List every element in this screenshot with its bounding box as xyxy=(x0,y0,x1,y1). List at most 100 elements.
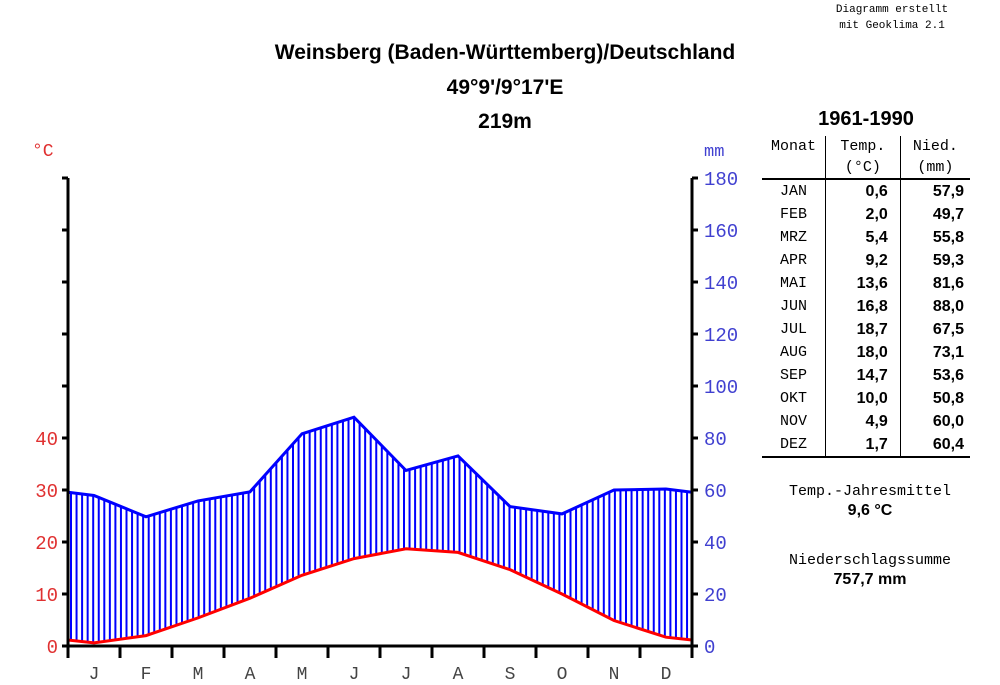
table-row: SEP 14,7 53,6 xyxy=(762,364,970,387)
header-temp-unit: (°C) xyxy=(824,158,901,180)
right-tick-label: 140 xyxy=(704,273,738,295)
annual-precip-label: Niederschlagssumme xyxy=(788,552,952,569)
month-cell: MRZ xyxy=(779,229,807,246)
precip-cell: 81,6 xyxy=(899,272,970,295)
left-tick-label: 0 xyxy=(47,637,58,659)
table-row: OKT 10,0 50,8 xyxy=(762,387,970,410)
climate-table: Monat Temp. Nied. (°C) (mm) JAN 0,6 57,9 FE… xyxy=(762,136,970,458)
precip-cell: 49,7 xyxy=(899,203,970,226)
table-row: JUN 16,8 88,0 xyxy=(762,295,970,318)
precip-cell: 67,5 xyxy=(899,318,970,341)
left-tick-label: 20 xyxy=(35,533,58,555)
table-row: AUG 18,0 73,1 xyxy=(762,341,970,364)
precip-cell: 60,4 xyxy=(899,433,970,458)
temp-cell: 9,2 xyxy=(824,249,901,272)
temp-cell: 14,7 xyxy=(824,364,901,387)
month-label: A xyxy=(453,665,464,685)
month-label: O xyxy=(557,665,568,685)
humid-hatching xyxy=(70,417,689,643)
right-tick-label: 0 xyxy=(704,637,715,659)
left-tick-label: 40 xyxy=(35,429,58,451)
month-cell: NOV xyxy=(779,413,807,430)
month-label: M xyxy=(297,665,308,685)
temp-cell: 4,9 xyxy=(824,410,901,433)
right-tick-label: 40 xyxy=(704,533,727,555)
temp-cell: 18,7 xyxy=(824,318,901,341)
temp-cell: 0,6 xyxy=(824,179,901,203)
annual-temp-summary: Temp.-Jahresmittel 9,6 °C xyxy=(755,483,985,520)
precipitation-line xyxy=(67,415,693,519)
table-row: DEZ 1,7 60,4 xyxy=(762,433,970,458)
header-precip: Nied. xyxy=(899,136,970,158)
month-label: F xyxy=(141,665,152,685)
right-axis-unit: mm xyxy=(704,143,724,162)
precip-cell: 53,6 xyxy=(899,364,970,387)
table-row: MRZ 5,4 55,8 xyxy=(762,226,970,249)
month-cell: FEB xyxy=(779,206,807,223)
table-row: NOV 4,9 60,0 xyxy=(762,410,970,433)
annual-precip-summary: Niederschlagssumme 757,7 mm xyxy=(755,552,985,589)
annual-precip-value: 757,7 mm xyxy=(833,571,907,588)
header-temp: Temp. xyxy=(824,136,901,158)
temperature-line xyxy=(67,547,693,645)
right-tick-label: 20 xyxy=(704,585,727,607)
temp-cell: 16,8 xyxy=(824,295,901,318)
table-row: JAN 0,6 57,9 xyxy=(762,179,970,203)
table-row: FEB 2,0 49,7 xyxy=(762,203,970,226)
month-label: A xyxy=(245,665,256,685)
temp-cell: 1,7 xyxy=(824,433,901,458)
left-axis-ticks: 0 10 20 30 40 xyxy=(35,176,68,659)
right-tick-label: 80 xyxy=(704,429,727,451)
station-elevation: 219m xyxy=(478,110,532,133)
month-cell: AUG xyxy=(779,344,807,361)
left-tick-label: 30 xyxy=(35,481,58,503)
right-axis-ticks: 0 20 40 60 80 100 120 140 160 180 xyxy=(692,169,738,659)
annual-temp-value: 9,6 °C xyxy=(847,502,893,519)
climate-diagram: °C mm 0 10 20 30 40 0 20 40 60 80 100 120 140 160 180… xyxy=(32,142,738,685)
month-label: N xyxy=(609,665,620,685)
credit-line-2: mit Geoklima 2.1 xyxy=(839,20,945,32)
temp-cell: 5,4 xyxy=(824,226,901,249)
annual-temp-label: Temp.-Jahresmittel xyxy=(788,483,952,500)
right-tick-label: 160 xyxy=(704,221,738,243)
month-label: J xyxy=(89,665,100,685)
month-cell: MAI xyxy=(779,275,807,292)
temp-cell: 18,0 xyxy=(824,341,901,364)
right-tick-label: 100 xyxy=(704,377,738,399)
month-cell: SEP xyxy=(779,367,807,384)
temp-cell: 10,0 xyxy=(824,387,901,410)
table-row: MAI 13,6 81,6 xyxy=(762,272,970,295)
precip-cell: 50,8 xyxy=(899,387,970,410)
right-tick-label: 120 xyxy=(704,325,738,347)
left-axis-unit: °C xyxy=(32,142,54,162)
credit-note: Diagramm erstellt mit Geoklima 2.1 xyxy=(827,2,957,34)
precip-cell: 57,9 xyxy=(899,179,970,203)
temp-cell: 2,0 xyxy=(824,203,901,226)
table-row: APR 9,2 59,3 xyxy=(762,249,970,272)
right-tick-label: 180 xyxy=(704,169,738,191)
precip-cell: 73,1 xyxy=(899,341,970,364)
month-label: D xyxy=(661,665,672,685)
month-label: J xyxy=(401,665,412,685)
station-coordinates: 49°9'/9°17'E xyxy=(446,76,564,99)
temp-cell: 13,6 xyxy=(824,272,901,295)
month-cell: JAN xyxy=(779,183,807,200)
month-cell: JUL xyxy=(779,321,807,338)
month-label: M xyxy=(193,665,204,685)
month-cell: OKT xyxy=(779,390,807,407)
credit-line-1: Diagramm erstellt xyxy=(835,4,949,16)
right-tick-label: 60 xyxy=(704,481,727,503)
header-month: Monat xyxy=(770,138,816,155)
table-row: JUL 18,7 67,5 xyxy=(762,318,970,341)
precip-cell: 60,0 xyxy=(899,410,970,433)
month-label: J xyxy=(349,665,360,685)
precip-cell: 55,8 xyxy=(899,226,970,249)
precip-cell: 88,0 xyxy=(899,295,970,318)
month-label: S xyxy=(505,665,516,685)
month-cell: JUN xyxy=(779,298,807,315)
month-cell: DEZ xyxy=(762,433,826,458)
left-tick-label: 10 xyxy=(35,585,58,607)
station-title: Weinsberg (Baden-Württemberg)/Deutschlan… xyxy=(274,41,736,64)
period-label: 1961-1990 xyxy=(818,108,914,130)
